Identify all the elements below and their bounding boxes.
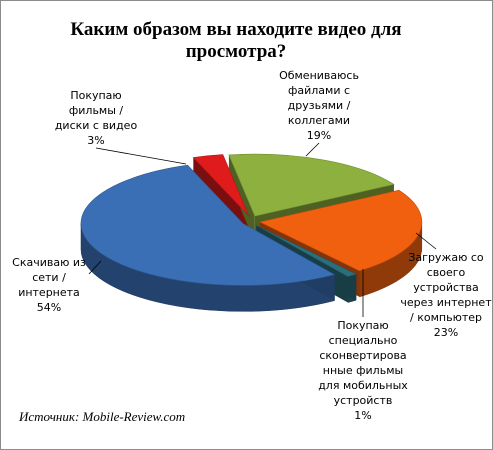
- label-line: через интернет: [400, 296, 492, 309]
- label-line: диски с видео: [55, 119, 138, 132]
- label-line: Скачиваю из: [12, 256, 86, 269]
- value-label: 3%: [87, 134, 104, 147]
- leader-line: [415, 232, 437, 250]
- slice: [192, 154, 250, 216]
- label-line: друзьями /: [288, 99, 351, 112]
- value-label: 1%: [354, 409, 371, 422]
- label-line: для мобильных: [318, 379, 408, 392]
- label-line: сети /: [32, 271, 66, 284]
- value-label: 23%: [434, 326, 458, 339]
- label-line: Покупаю: [337, 319, 388, 332]
- leader-line: [305, 142, 320, 157]
- data-label: Загружаю со своего устройства через интерне…: [400, 251, 492, 339]
- data-label: Скачиваю из сети / интернета 54%: [12, 256, 86, 314]
- data-label: Покупаю фильмы / диски с видео 3%: [55, 89, 138, 147]
- data-label: Обмениваюсь файлами с друзьями / коллегами 1…: [279, 69, 359, 142]
- label-line: интернета: [18, 286, 80, 299]
- slice-wall: [228, 154, 255, 243]
- label-line: фильмы /: [69, 104, 124, 117]
- label-line: специально: [329, 334, 398, 347]
- label-line: Обмениваюсь: [279, 69, 359, 82]
- label-line: Покупаю: [70, 89, 121, 102]
- label-line: файлами с: [288, 84, 350, 97]
- label-line: / компьютер: [410, 311, 482, 324]
- leader-line: [95, 147, 187, 165]
- slice: [258, 189, 423, 272]
- chart-title: Каким образом вы находите видео для прос…: [70, 19, 402, 62]
- label-line: устройств: [334, 394, 393, 407]
- label-line: своего: [427, 266, 466, 279]
- label-line: нные фильмы: [323, 364, 403, 377]
- slice: [256, 225, 357, 277]
- value-label: 19%: [307, 129, 331, 142]
- data-label: Покупаю специально сконвертирова нные фильм…: [318, 319, 408, 422]
- leader-line: [88, 260, 102, 275]
- slice: [80, 164, 336, 286]
- label-line: устройства: [413, 281, 479, 294]
- label-line: Загружаю со: [408, 251, 484, 264]
- value-label: 54%: [37, 301, 61, 314]
- label-line: коллегами: [288, 114, 350, 127]
- slice: [228, 153, 395, 217]
- source-note: Источник: Mobile-Review.com: [19, 409, 186, 424]
- label-line: сконвертирова: [319, 349, 406, 362]
